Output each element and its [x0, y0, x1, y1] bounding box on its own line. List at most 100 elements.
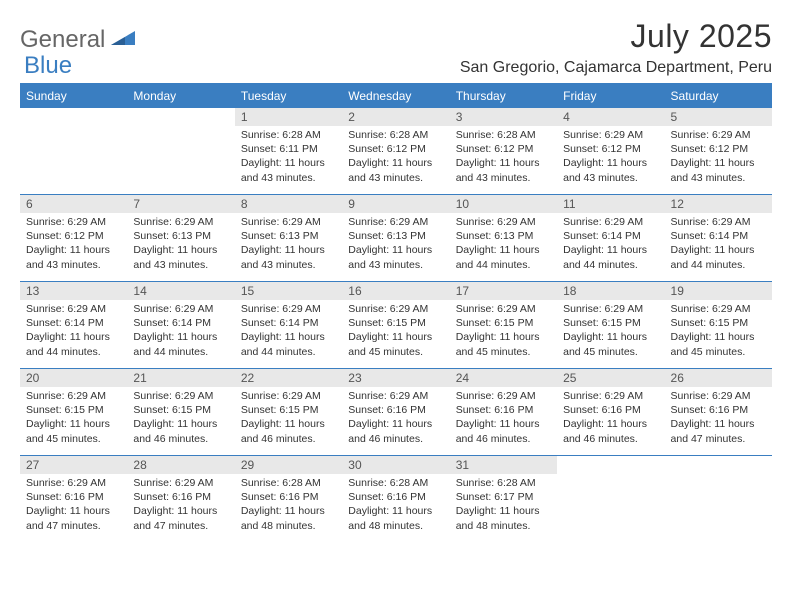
day-cell: 25Sunrise: 6:29 AMSunset: 6:16 PMDayligh…	[557, 369, 664, 455]
day-cell: 21Sunrise: 6:29 AMSunset: 6:15 PMDayligh…	[127, 369, 234, 455]
brand-logo: General	[20, 26, 139, 54]
day-details: Sunrise: 6:29 AMSunset: 6:16 PMDaylight:…	[127, 474, 234, 537]
day-details: Sunrise: 6:29 AMSunset: 6:13 PMDaylight:…	[127, 213, 234, 276]
day-details: Sunrise: 6:29 AMSunset: 6:14 PMDaylight:…	[20, 300, 127, 363]
day-number: 22	[235, 369, 342, 387]
day-number: 3	[450, 108, 557, 126]
day-number: 19	[665, 282, 772, 300]
week-row: ....1Sunrise: 6:28 AMSunset: 6:11 PMDayl…	[20, 108, 772, 194]
day-cell: ..	[127, 108, 234, 194]
day-cell: 19Sunrise: 6:29 AMSunset: 6:15 PMDayligh…	[665, 282, 772, 368]
day-header: Thursday	[450, 85, 557, 108]
day-number: 27	[20, 456, 127, 474]
day-header: Saturday	[665, 85, 772, 108]
day-cell: 27Sunrise: 6:29 AMSunset: 6:16 PMDayligh…	[20, 456, 127, 542]
day-cell: 18Sunrise: 6:29 AMSunset: 6:15 PMDayligh…	[557, 282, 664, 368]
day-number: 14	[127, 282, 234, 300]
day-details: Sunrise: 6:29 AMSunset: 6:12 PMDaylight:…	[20, 213, 127, 276]
day-header: Monday	[127, 85, 234, 108]
day-details: Sunrise: 6:29 AMSunset: 6:13 PMDaylight:…	[342, 213, 449, 276]
day-cell: 8Sunrise: 6:29 AMSunset: 6:13 PMDaylight…	[235, 195, 342, 281]
day-details: Sunrise: 6:29 AMSunset: 6:12 PMDaylight:…	[557, 126, 664, 189]
week-row: 6Sunrise: 6:29 AMSunset: 6:12 PMDaylight…	[20, 194, 772, 281]
day-number: 30	[342, 456, 449, 474]
day-number: 5	[665, 108, 772, 126]
day-cell: 9Sunrise: 6:29 AMSunset: 6:13 PMDaylight…	[342, 195, 449, 281]
day-details: Sunrise: 6:29 AMSunset: 6:16 PMDaylight:…	[665, 387, 772, 450]
day-number: 25	[557, 369, 664, 387]
day-cell: 7Sunrise: 6:29 AMSunset: 6:13 PMDaylight…	[127, 195, 234, 281]
day-cell: 29Sunrise: 6:28 AMSunset: 6:16 PMDayligh…	[235, 456, 342, 542]
day-cell: 4Sunrise: 6:29 AMSunset: 6:12 PMDaylight…	[557, 108, 664, 194]
day-cell: 30Sunrise: 6:28 AMSunset: 6:16 PMDayligh…	[342, 456, 449, 542]
day-details: Sunrise: 6:29 AMSunset: 6:12 PMDaylight:…	[665, 126, 772, 189]
day-cell: 28Sunrise: 6:29 AMSunset: 6:16 PMDayligh…	[127, 456, 234, 542]
day-details: Sunrise: 6:29 AMSunset: 6:16 PMDaylight:…	[20, 474, 127, 537]
brand-triangle-icon	[111, 29, 137, 52]
day-details: Sunrise: 6:29 AMSunset: 6:13 PMDaylight:…	[450, 213, 557, 276]
day-header: Tuesday	[235, 85, 342, 108]
day-number: 6	[20, 195, 127, 213]
day-cell: 16Sunrise: 6:29 AMSunset: 6:15 PMDayligh…	[342, 282, 449, 368]
day-cell: 15Sunrise: 6:29 AMSunset: 6:14 PMDayligh…	[235, 282, 342, 368]
day-cell: ..	[20, 108, 127, 194]
day-details: Sunrise: 6:29 AMSunset: 6:16 PMDaylight:…	[342, 387, 449, 450]
week-row: 13Sunrise: 6:29 AMSunset: 6:14 PMDayligh…	[20, 281, 772, 368]
day-details: Sunrise: 6:29 AMSunset: 6:15 PMDaylight:…	[127, 387, 234, 450]
week-row: 20Sunrise: 6:29 AMSunset: 6:15 PMDayligh…	[20, 368, 772, 455]
day-number: 21	[127, 369, 234, 387]
day-number: 31	[450, 456, 557, 474]
day-cell: 6Sunrise: 6:29 AMSunset: 6:12 PMDaylight…	[20, 195, 127, 281]
day-number: 20	[20, 369, 127, 387]
day-header: Wednesday	[342, 85, 449, 108]
day-details: Sunrise: 6:28 AMSunset: 6:12 PMDaylight:…	[450, 126, 557, 189]
brand-part1: General	[20, 26, 105, 54]
day-cell: 26Sunrise: 6:29 AMSunset: 6:16 PMDayligh…	[665, 369, 772, 455]
day-number: 16	[342, 282, 449, 300]
day-number: 15	[235, 282, 342, 300]
location-text: San Gregorio, Cajamarca Department, Peru	[460, 59, 772, 77]
day-details: Sunrise: 6:29 AMSunset: 6:15 PMDaylight:…	[665, 300, 772, 363]
day-number: 7	[127, 195, 234, 213]
day-number: 26	[665, 369, 772, 387]
month-title: July 2025	[460, 18, 772, 55]
day-details: Sunrise: 6:29 AMSunset: 6:15 PMDaylight:…	[557, 300, 664, 363]
day-cell: 11Sunrise: 6:29 AMSunset: 6:14 PMDayligh…	[557, 195, 664, 281]
day-details: Sunrise: 6:29 AMSunset: 6:15 PMDaylight:…	[20, 387, 127, 450]
day-cell: 31Sunrise: 6:28 AMSunset: 6:17 PMDayligh…	[450, 456, 557, 542]
day-number: 2	[342, 108, 449, 126]
day-number: 4	[557, 108, 664, 126]
title-block: July 2025 San Gregorio, Cajamarca Depart…	[460, 18, 772, 77]
day-cell: 10Sunrise: 6:29 AMSunset: 6:13 PMDayligh…	[450, 195, 557, 281]
day-details: Sunrise: 6:29 AMSunset: 6:15 PMDaylight:…	[235, 387, 342, 450]
day-cell: 1Sunrise: 6:28 AMSunset: 6:11 PMDaylight…	[235, 108, 342, 194]
day-number: 23	[342, 369, 449, 387]
day-details: Sunrise: 6:29 AMSunset: 6:14 PMDaylight:…	[235, 300, 342, 363]
day-details: Sunrise: 6:29 AMSunset: 6:13 PMDaylight:…	[235, 213, 342, 276]
day-details: Sunrise: 6:28 AMSunset: 6:12 PMDaylight:…	[342, 126, 449, 189]
day-number: 28	[127, 456, 234, 474]
day-number: 8	[235, 195, 342, 213]
day-number: 17	[450, 282, 557, 300]
calendar-grid: SundayMondayTuesdayWednesdayThursdayFrid…	[20, 83, 772, 542]
day-details: Sunrise: 6:29 AMSunset: 6:15 PMDaylight:…	[450, 300, 557, 363]
day-number: 1	[235, 108, 342, 126]
day-number: 29	[235, 456, 342, 474]
day-cell: 20Sunrise: 6:29 AMSunset: 6:15 PMDayligh…	[20, 369, 127, 455]
day-cell: 5Sunrise: 6:29 AMSunset: 6:12 PMDaylight…	[665, 108, 772, 194]
day-details: Sunrise: 6:28 AMSunset: 6:11 PMDaylight:…	[235, 126, 342, 189]
day-cell: 23Sunrise: 6:29 AMSunset: 6:16 PMDayligh…	[342, 369, 449, 455]
day-number: 9	[342, 195, 449, 213]
day-details: Sunrise: 6:29 AMSunset: 6:14 PMDaylight:…	[127, 300, 234, 363]
day-cell: 12Sunrise: 6:29 AMSunset: 6:14 PMDayligh…	[665, 195, 772, 281]
day-cell: ..	[557, 456, 664, 542]
day-number: 12	[665, 195, 772, 213]
day-cell: ..	[665, 456, 772, 542]
day-cell: 22Sunrise: 6:29 AMSunset: 6:15 PMDayligh…	[235, 369, 342, 455]
day-header: Sunday	[20, 85, 127, 108]
day-details: Sunrise: 6:28 AMSunset: 6:16 PMDaylight:…	[342, 474, 449, 537]
day-cell: 2Sunrise: 6:28 AMSunset: 6:12 PMDaylight…	[342, 108, 449, 194]
day-number: 13	[20, 282, 127, 300]
day-number: 11	[557, 195, 664, 213]
day-header-row: SundayMondayTuesdayWednesdayThursdayFrid…	[20, 85, 772, 108]
